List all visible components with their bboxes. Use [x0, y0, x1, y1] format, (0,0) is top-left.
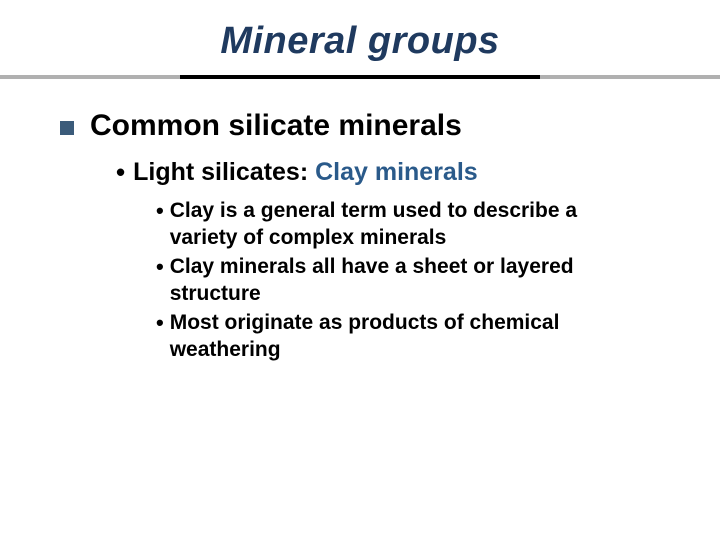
bullet-level3: • Clay minerals all have a sheet or laye…	[156, 253, 680, 307]
bullet-level3-text: Clay minerals all have a sheet or layere…	[170, 253, 630, 307]
bullet-level2-emphasis: Clay minerals	[315, 158, 478, 186]
disc-bullet-icon: •	[156, 253, 164, 280]
bullet-level3-text: Clay is a general term used to describe …	[170, 197, 630, 251]
bullet-level3-text: Most originate as products of chemical w…	[170, 309, 630, 363]
disc-bullet-icon: •	[156, 197, 164, 224]
disc-bullet-icon: •	[156, 309, 164, 336]
bullet-level3: • Clay is a general term used to describ…	[156, 197, 680, 251]
square-bullet-icon	[60, 121, 74, 135]
bullet-level3-group: • Clay is a general term used to describ…	[156, 197, 680, 363]
bullet-level2-text: Light silicates: Clay minerals	[133, 157, 478, 187]
title-rule	[0, 75, 720, 79]
title-rule-accent	[180, 75, 540, 79]
bullet-level3: • Most originate as products of chemical…	[156, 309, 680, 363]
slide-body: Common silicate minerals • Light silicat…	[0, 79, 720, 363]
bullet-level1-text: Common silicate minerals	[90, 109, 462, 143]
slide-title: Mineral groups	[0, 0, 720, 75]
bullet-level1: Common silicate minerals	[60, 109, 680, 143]
slide: Mineral groups Common silicate minerals …	[0, 0, 720, 540]
bullet-level2: • Light silicates: Clay minerals	[116, 157, 680, 187]
disc-bullet-icon: •	[116, 157, 125, 187]
bullet-level2-prefix: Light silicates:	[133, 158, 315, 186]
